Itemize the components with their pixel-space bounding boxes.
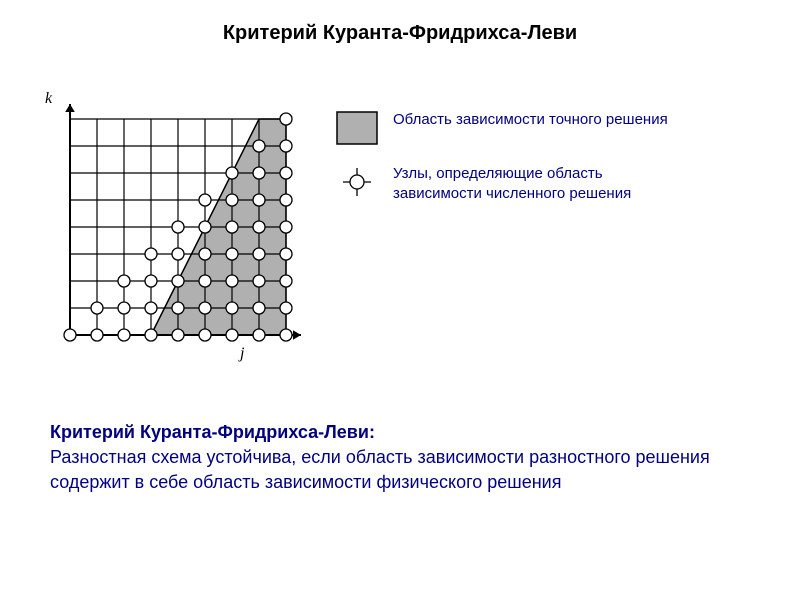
- criterion-heading: Критерий Куранта-Фридрихса-Леви:: [50, 422, 375, 442]
- cfl-diagram: [40, 75, 310, 365]
- legend-text-nodes-line2: зависимости численного решения: [393, 185, 631, 202]
- criterion-body: Разностная схема устойчива, если область…: [50, 447, 710, 492]
- legend-text-region: Область зависимости точного решения: [393, 110, 668, 130]
- legend-text-nodes-line1: Узлы, определяющие область: [393, 165, 603, 182]
- legend-node-icon: [335, 164, 379, 200]
- page-title: Критерий Куранта-Фридрихса-Леви: [0, 22, 800, 45]
- legend: Область зависимости точного решения Узлы…: [335, 110, 765, 223]
- legend-item-nodes: Узлы, определяющие область зависимости ч…: [335, 164, 765, 205]
- legend-text-nodes: Узлы, определяющие область зависимости ч…: [393, 164, 631, 205]
- criterion-block: Критерий Куранта-Фридрихса-Леви: Разност…: [50, 420, 750, 496]
- legend-swatch-region: [335, 110, 379, 146]
- legend-item-region: Область зависимости точного решения: [335, 110, 765, 146]
- diagram-svg: [40, 75, 310, 365]
